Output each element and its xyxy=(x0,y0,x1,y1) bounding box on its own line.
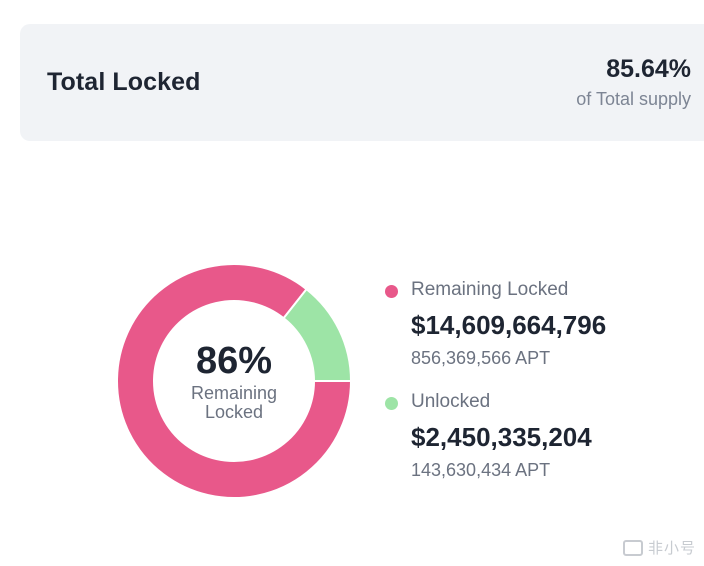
total-supply-label: of Total supply xyxy=(576,89,691,109)
legend-usd-value: $2,450,335,204 xyxy=(411,422,592,452)
watermark: 非小号 xyxy=(622,537,696,558)
legend-apt-value: 856,369,566 APT xyxy=(411,348,551,368)
legend-apt-value: 143,630,434 APT xyxy=(411,460,551,480)
remaining-locked-dot-icon xyxy=(385,285,398,298)
legend-item-unlocked: Unlocked $2,450,335,204 143,630,434 APT xyxy=(385,389,606,501)
total-locked-title: Total Locked xyxy=(47,68,201,96)
locked-donut-chart: 86% Remaining Locked xyxy=(116,263,352,499)
donut-center-label: Remaining Locked xyxy=(190,383,278,422)
chart-legend: Remaining Locked $14,609,664,796 856,369… xyxy=(385,277,606,501)
legend-name: Unlocked xyxy=(411,391,491,412)
watermark-logo-icon xyxy=(622,539,643,556)
donut-slice-remaining-locked xyxy=(116,263,352,499)
total-locked-percent: 85.64% xyxy=(606,55,691,83)
legend-name: Remaining Locked xyxy=(411,279,569,300)
total-locked-summary: 85.64% of Total supply xyxy=(576,54,691,110)
total-locked-card: Total Locked 85.64% of Total supply xyxy=(20,24,704,141)
donut-slice-unlocked xyxy=(282,287,352,382)
watermark-text: 非小号 xyxy=(647,540,696,557)
unlocked-dot-icon xyxy=(385,397,398,410)
legend-usd-value: $14,609,664,796 xyxy=(411,310,607,340)
donut-center-percent: 86% xyxy=(195,340,273,382)
legend-item-remaining-locked: Remaining Locked $14,609,664,796 856,369… xyxy=(385,277,606,389)
donut-svg xyxy=(116,263,352,499)
donut-center: 86% Remaining Locked xyxy=(116,263,352,499)
